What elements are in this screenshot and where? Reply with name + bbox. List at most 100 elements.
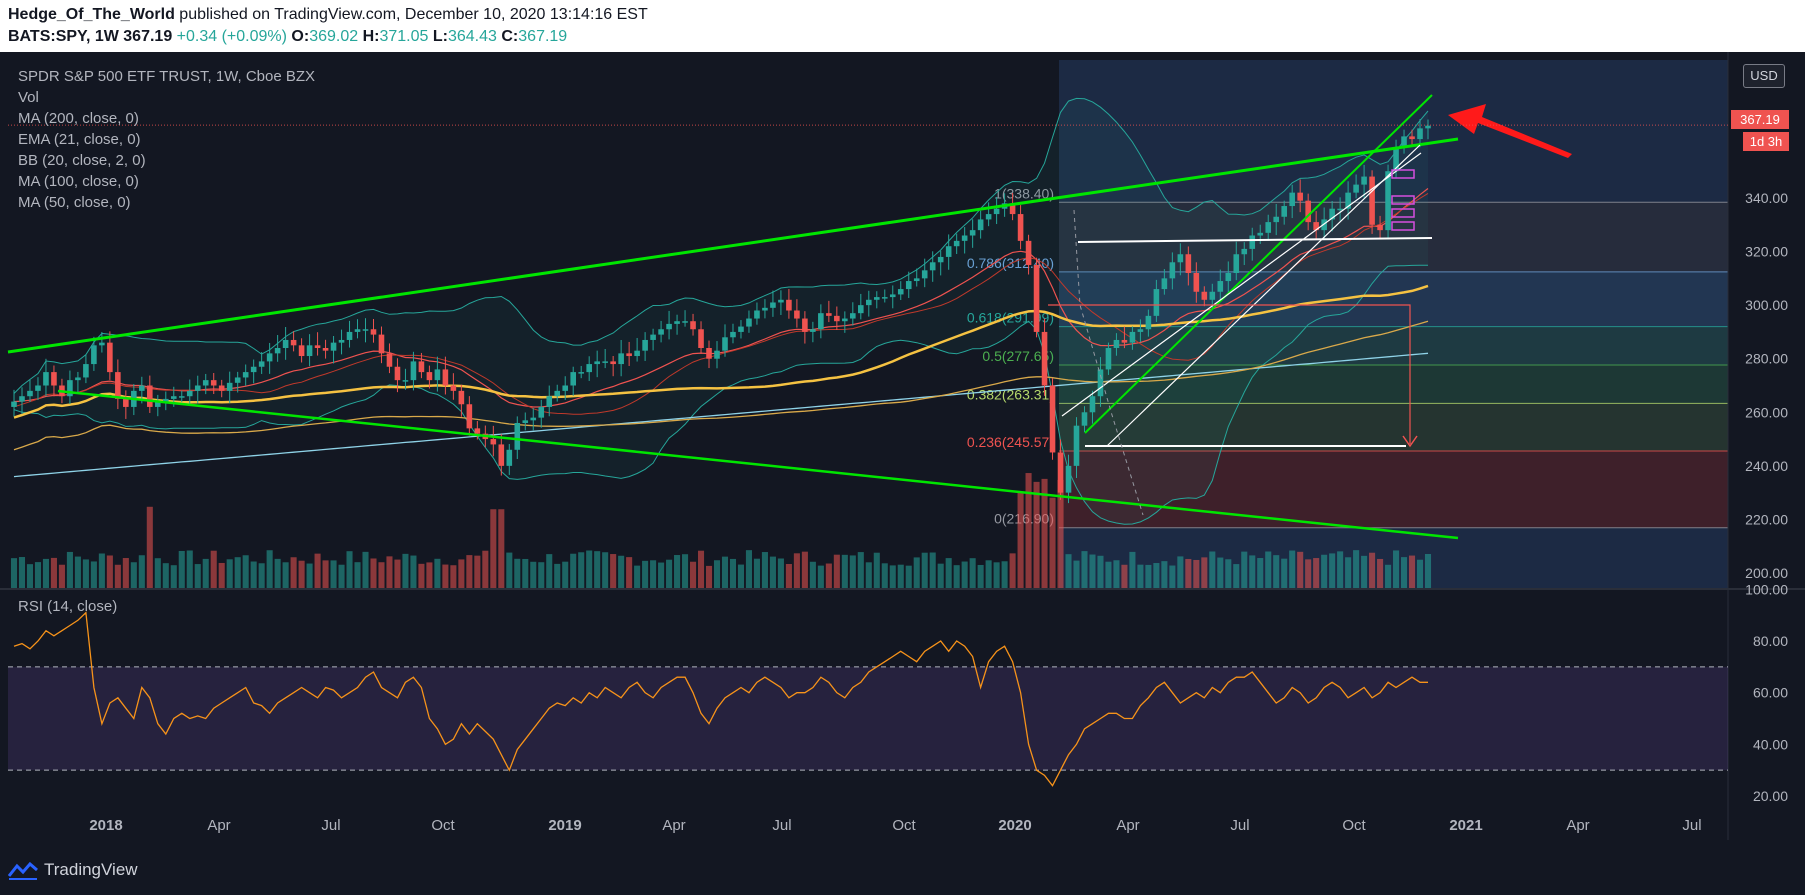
volume-bar [873,552,880,588]
volume-bar [66,551,73,588]
candle-body [834,315,840,322]
candle-body [546,396,553,407]
price-axis-label: 240.00 [1745,458,1788,474]
candle-body [1241,248,1248,255]
volume-bar [785,563,792,588]
candle-body [945,246,952,257]
candle-body [450,385,457,391]
volume-bar [905,565,912,588]
close-value: 367.19 [518,28,568,45]
legend-ma200[interactable]: MA (200, close, 0) [18,110,139,127]
volume-bar [330,560,337,588]
time-axis-label: Apr [1116,817,1139,834]
candle-body [27,390,33,397]
candle-body [1401,136,1407,148]
bb-basis-line [13,192,1429,415]
volume-bar [90,561,97,588]
volume-bar [602,552,609,588]
volume-bar [418,563,425,588]
volume-bar [937,563,944,588]
volume-bar [98,553,105,588]
volume-bar [1033,481,1040,588]
support-line-top [1077,237,1433,243]
candle-body [306,345,313,357]
tradingview-brand[interactable]: TradingView [8,860,138,880]
candle-body [1289,192,1295,207]
rsi-legend[interactable]: RSI (14, close) [18,598,118,615]
price-axis-label: 300.00 [1745,297,1788,313]
volume-bar [1097,555,1104,588]
candle-body [642,339,648,351]
volume-bar [1369,552,1376,588]
candle-body [1105,348,1112,370]
candle-body [314,345,321,348]
candle-body [514,423,521,450]
volume-bar [530,561,537,588]
legend-ma100[interactable]: MA (100, close, 0) [18,173,139,190]
candle-body [386,353,393,367]
volume-bar [1377,558,1384,588]
time-axis-label: Jul [1682,817,1701,834]
volume-bar [322,560,329,588]
volume-bar [1153,563,1160,588]
volume-bar [1321,554,1328,588]
pattern-marker [1391,169,1415,179]
volume-bar [1353,550,1360,588]
bollinger-lower [13,264,1428,525]
time-axis-label: Jul [321,817,340,834]
candle-body [1033,264,1040,332]
volume-bar [466,555,473,588]
ohlc-line: BATS:SPY, 1W 367.19 +0.34 (+0.09%) O:369… [8,28,567,46]
volume-bar [10,558,18,588]
price-chart[interactable]: 1(338.40)0.786(312.40)0.618(291.99)0.5(2… [0,52,1805,895]
volume-bar [58,564,65,588]
candle-body [562,385,569,391]
publish-line: Hedge_Of_The_World published on TradingV… [8,6,648,24]
volume-bar [1089,554,1096,588]
candle-body [322,348,329,351]
channel-line-lower [1106,144,1421,447]
legend-vol[interactable]: Vol [18,89,39,106]
candle-body [123,398,129,407]
volume-bar [274,558,281,588]
candle-body [1225,273,1232,282]
volume-bar [402,553,409,588]
volume-bar [745,550,752,588]
channel-line-upper [1061,152,1422,417]
volume-bar [841,554,848,588]
volume-bar [234,557,241,588]
volume-bar [833,554,840,588]
volume-bar [314,553,321,588]
volume-bar [969,558,976,588]
volume-bar [985,560,992,588]
candle-body [1209,291,1216,300]
legend-ma50[interactable]: MA (50, close, 0) [18,194,131,211]
volume-bar [442,564,449,588]
volume-bar [1105,561,1112,588]
candle-body [1201,291,1208,300]
publish-header: Hedge_Of_The_World published on TradingV… [0,0,1805,52]
legend-bb20[interactable]: BB (20, close, 2, 0) [18,152,146,169]
legend-ema21[interactable]: EMA (21, close, 0) [18,131,141,148]
bollinger-upper [13,97,1429,394]
volume-bar [306,563,313,588]
publisher-name[interactable]: Hedge_Of_The_World [8,6,175,23]
volume-bar [777,558,784,588]
candle-body [650,334,656,340]
candle-body [242,372,249,378]
candle-body [1265,222,1272,233]
ma50-line [13,284,1429,419]
candle-body [746,318,752,327]
volume-bar [26,564,34,588]
legend-title[interactable]: SPDR S&P 500 ETF TRUST, 1W, Cboe BZX [18,68,316,85]
candle-body [913,278,920,282]
volume-bar [522,558,529,588]
candle-body [1169,262,1176,279]
price-axis-label: 320.00 [1745,244,1788,260]
fib-level-label: 0.382(263.31) [967,386,1054,402]
volume-bar [793,553,800,588]
candle-body [202,380,209,386]
currency-button[interactable]: USD [1743,64,1785,88]
price-axis-label: 280.00 [1745,351,1788,367]
volume-bar [1329,553,1336,588]
